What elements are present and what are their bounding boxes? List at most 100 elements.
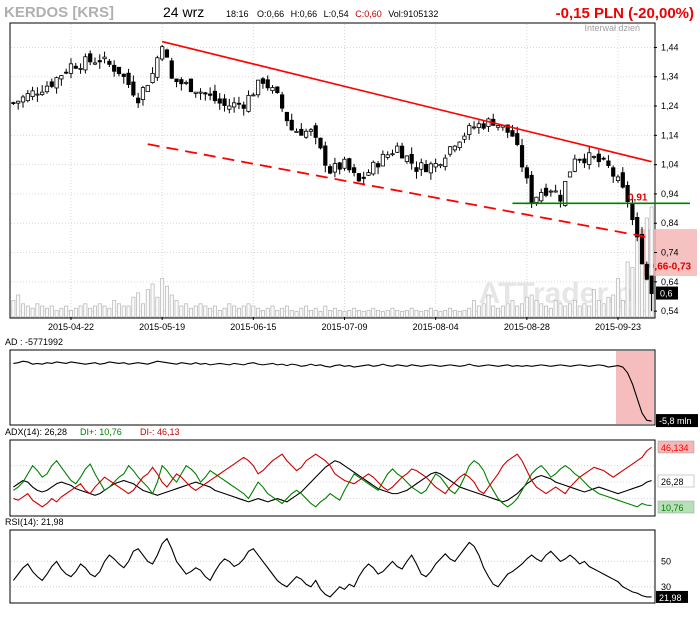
- candle-down: [73, 65, 78, 69]
- candle-down: [596, 153, 601, 163]
- upper-trendline: [161, 40, 652, 163]
- volume-bar: [472, 300, 477, 318]
- volume-bar: [289, 310, 294, 318]
- volume-bar: [193, 305, 198, 318]
- volume-bar: [78, 305, 83, 318]
- volume-bar: [323, 305, 328, 318]
- volume-bar: [548, 307, 553, 318]
- volume-bar: [328, 310, 333, 318]
- volume-bar: [284, 305, 289, 318]
- volume-bar: [572, 300, 577, 318]
- candle-down: [510, 130, 515, 137]
- adx-value-box: [657, 440, 695, 454]
- price-tick-label: 1,34: [661, 72, 679, 82]
- candle-up: [193, 91, 198, 94]
- volume-bar: [534, 300, 539, 318]
- date-tick-label: 2015-05-19: [139, 322, 185, 332]
- candle-up: [548, 190, 553, 193]
- volume-bar: [222, 307, 227, 318]
- candle-down: [136, 97, 141, 104]
- volume-bar: [179, 305, 184, 318]
- volume-bar: [236, 307, 241, 318]
- candle-up: [447, 146, 453, 155]
- candle-up: [332, 163, 337, 173]
- close-value: 0,60: [364, 9, 382, 19]
- candle-down: [121, 73, 126, 77]
- candle-down: [375, 163, 381, 168]
- candle-down: [328, 166, 333, 174]
- volume-bar: [443, 310, 448, 318]
- candle-down: [601, 157, 606, 160]
- candle-up: [395, 145, 400, 153]
- volume-bar: [428, 307, 433, 318]
- volume-bar: [524, 296, 529, 318]
- date-tick-label: 2015-08-04: [413, 322, 459, 332]
- candle-up: [591, 155, 597, 158]
- candle-down: [635, 217, 640, 238]
- candle-down: [169, 60, 174, 79]
- candle-down: [611, 167, 616, 177]
- candle-down: [409, 154, 414, 164]
- date-tick-label: 2015-06-15: [230, 322, 276, 332]
- candle-up: [35, 93, 40, 96]
- candle-up: [145, 85, 150, 93]
- volume-bar: [496, 307, 500, 318]
- candle-down: [337, 162, 342, 170]
- candle-down: [644, 263, 649, 280]
- volume-bar: [500, 305, 505, 318]
- volume-bar: [342, 311, 347, 318]
- volume-bar: [188, 307, 193, 318]
- interval-label: Interwał dzień: [584, 23, 640, 33]
- volume-bar: [438, 311, 443, 318]
- volume-bar: [126, 305, 131, 318]
- volume-bar: [529, 294, 534, 318]
- ad-panel-frame: [9, 349, 656, 426]
- adx-panel-frame: [9, 439, 656, 517]
- candle-up: [25, 93, 30, 102]
- high-value: 0,66: [300, 9, 318, 19]
- price-axis: 1,44 1,34 1,24 1,14 1,04 0,94 0,84 0,74 0,64 0,54…: [654, 42, 679, 316]
- candle-down: [107, 60, 112, 65]
- candle-up: [572, 158, 577, 172]
- candle-up: [443, 157, 448, 168]
- volume-bar: [304, 305, 309, 318]
- volume-bar: [16, 294, 21, 318]
- candle-up: [160, 46, 165, 60]
- price-tick-label: 1,04: [661, 160, 679, 170]
- candle-up: [232, 102, 237, 108]
- volume-bar: [361, 311, 366, 318]
- candle-up: [54, 77, 59, 89]
- volume-bar: [265, 307, 270, 318]
- adx-series-line: [13, 460, 652, 503]
- candle-up: [404, 155, 409, 162]
- volume-bar: [203, 305, 208, 318]
- candle-up: [390, 153, 395, 156]
- volume-bar: [93, 305, 97, 318]
- candle-up: [539, 192, 544, 202]
- volume-bar: [404, 310, 409, 318]
- volume-bar: [606, 296, 611, 318]
- candle-up: [471, 126, 477, 129]
- candle-up: [615, 176, 621, 181]
- volume-bar: [174, 300, 179, 318]
- candle-up: [78, 67, 83, 70]
- volume-bar: [169, 294, 174, 318]
- adx-legend-entry: DI-: 46,13: [140, 427, 180, 437]
- volume-bar: [141, 303, 145, 318]
- price-panel-frame: [9, 22, 656, 319]
- candle-down: [241, 104, 246, 109]
- candle-up: [366, 172, 371, 176]
- candle-down: [529, 174, 534, 205]
- volume-bar: [217, 310, 222, 318]
- low-value: 0,54: [331, 9, 349, 19]
- volume-bar: [419, 311, 424, 318]
- volume-bar: [467, 307, 472, 318]
- candle-down: [188, 78, 194, 93]
- volume-bar: [611, 294, 616, 318]
- volume-bar: [332, 307, 337, 318]
- candle-down: [620, 172, 625, 188]
- time-value: 18:16: [226, 9, 249, 19]
- candle-down: [639, 233, 645, 265]
- volume-bar: [476, 305, 481, 318]
